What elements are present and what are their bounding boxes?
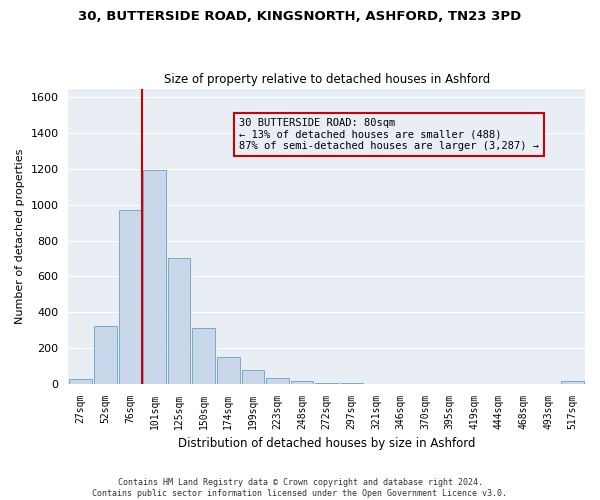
Bar <box>266 378 289 384</box>
Bar <box>70 379 92 384</box>
Bar <box>562 381 584 384</box>
Text: 30, BUTTERSIDE ROAD, KINGSNORTH, ASHFORD, TN23 3PD: 30, BUTTERSIDE ROAD, KINGSNORTH, ASHFORD… <box>79 10 521 23</box>
Bar <box>242 370 264 384</box>
Text: Contains HM Land Registry data © Crown copyright and database right 2024.
Contai: Contains HM Land Registry data © Crown c… <box>92 478 508 498</box>
X-axis label: Distribution of detached houses by size in Ashford: Distribution of detached houses by size … <box>178 437 475 450</box>
Bar <box>143 170 166 384</box>
Bar <box>316 383 338 384</box>
Bar <box>217 357 239 384</box>
Title: Size of property relative to detached houses in Ashford: Size of property relative to detached ho… <box>164 73 490 86</box>
Y-axis label: Number of detached properties: Number of detached properties <box>15 148 25 324</box>
Bar <box>94 326 116 384</box>
Bar <box>168 258 190 384</box>
Bar <box>193 328 215 384</box>
Bar <box>291 381 313 384</box>
Bar <box>119 210 141 384</box>
Text: 30 BUTTERSIDE ROAD: 80sqm
← 13% of detached houses are smaller (488)
87% of semi: 30 BUTTERSIDE ROAD: 80sqm ← 13% of detac… <box>239 118 539 152</box>
